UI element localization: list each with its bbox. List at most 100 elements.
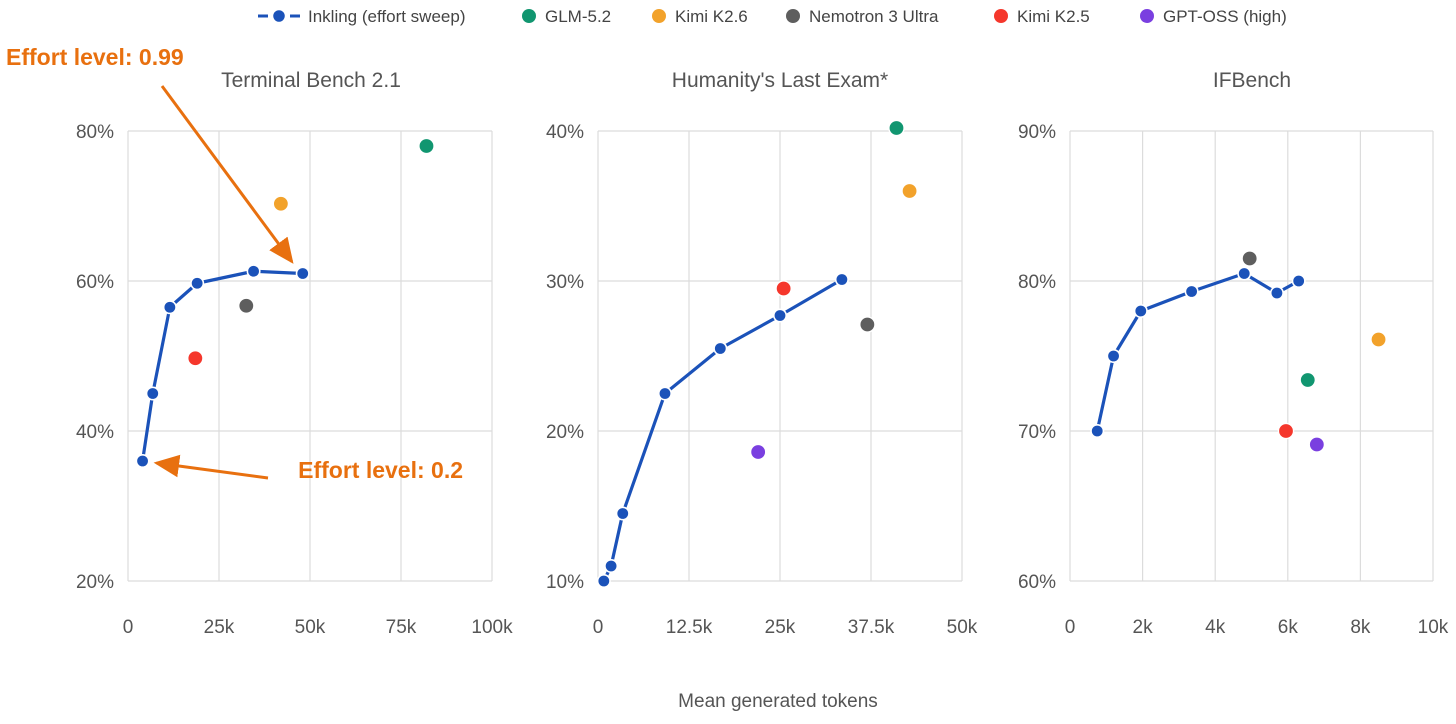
panel-title: IFBench (1213, 69, 1291, 92)
data-point (190, 276, 205, 291)
annotation-label: Effort level: 0.99 (6, 44, 184, 70)
data-point (1291, 273, 1306, 288)
panel-ifbench: IFBench 60% 70% 80% 90% 0 2k 4k 6k 8k 10k (1018, 69, 1449, 638)
annotation-low-effort: Effort level: 0.2 (153, 454, 463, 483)
x-tick-label: 4k (1205, 617, 1226, 638)
data-point (775, 280, 792, 297)
y-tick-label: 60% (76, 272, 114, 293)
series-glm-5-2 (888, 119, 905, 137)
series-line (602, 277, 844, 583)
data-point (187, 349, 204, 367)
legend-label: Inkling (effort sweep) (308, 7, 465, 26)
data-point (713, 341, 728, 356)
legend-marker (994, 9, 1008, 23)
series-kimi-k2-6 (1370, 331, 1387, 348)
data-point (1106, 348, 1121, 363)
series-inkling-effort-sweep (596, 272, 849, 588)
y-tick-label: 90% (1018, 122, 1056, 143)
data-point (615, 506, 630, 521)
data-point (901, 182, 918, 200)
annotation-arrow (153, 454, 269, 480)
chart-panels: Terminal Bench 2.1 20% 40% 60% 80% 0 25k 50k 75k… (76, 69, 1449, 638)
series-nemotron-3-ultra (1241, 250, 1258, 267)
data-point (162, 300, 177, 315)
legend-label: GPT-OSS (high) (1163, 7, 1287, 26)
data-point (596, 573, 611, 588)
panel-title: Humanity's Last Exam* (672, 69, 888, 92)
legend-marker (786, 9, 800, 23)
data-point (1237, 266, 1252, 281)
panel-terminal-bench-2-1: Terminal Bench 2.1 20% 40% 60% 80% 0 25k 50k 75k… (76, 69, 513, 638)
series-nemotron-3-ultra (859, 316, 876, 333)
y-tick-label: 10% (546, 572, 584, 593)
legend-item-nemotron-3-ultra: Nemotron 3 Ultra (786, 7, 939, 26)
series-inkling-effort-sweep (1090, 266, 1306, 438)
legend-marker (652, 9, 666, 23)
data-point (145, 386, 160, 401)
series-glm-5-2 (418, 137, 435, 155)
series-kimi-k2-5 (1277, 422, 1295, 440)
series-nemotron-3-ultra (237, 297, 255, 315)
y-tick-label: 20% (76, 572, 114, 593)
panel-title: Terminal Bench 2.1 (221, 69, 401, 92)
data-point (859, 316, 876, 333)
data-point (418, 137, 435, 155)
y-tick-label: 60% (1018, 572, 1056, 593)
data-point (1299, 371, 1317, 389)
gridlines (1069, 130, 1434, 582)
series-kimi-k2-5 (187, 349, 204, 367)
data-point (1277, 422, 1295, 440)
data-point (246, 264, 261, 279)
series-line (1095, 271, 1301, 433)
legend-item-inkling-effort-sweep: Inkling (effort sweep) (258, 7, 465, 26)
series-gpt-oss-high (1308, 436, 1326, 453)
y-tick-label: 40% (546, 122, 584, 143)
x-tick-label: 100k (471, 617, 513, 638)
data-point (1241, 250, 1258, 267)
legend-label: Nemotron 3 Ultra (809, 7, 939, 26)
panel-humanity-s-last-exam: Humanity's Last Exam* 10% 20% 30% 40% 0 12.5k 2… (546, 69, 978, 638)
data-point (295, 266, 310, 281)
x-tick-label: 50k (947, 617, 978, 638)
gridlines (597, 130, 963, 582)
data-point (888, 119, 905, 137)
series-kimi-k2-6 (901, 182, 918, 200)
data-point (604, 558, 619, 573)
legend-label: GLM-5.2 (545, 7, 611, 26)
x-tick-label: 0 (593, 617, 604, 638)
series-inkling-effort-sweep (135, 264, 310, 468)
data-point (135, 453, 150, 468)
y-tick-label: 20% (546, 422, 584, 443)
series-kimi-k2-6 (272, 195, 290, 213)
legend-item-kimi-k2-5: Kimi K2.5 (994, 7, 1090, 26)
data-point (272, 195, 290, 213)
data-point (237, 297, 255, 315)
x-tick-label: 25k (765, 617, 796, 638)
legend: Inkling (effort sweep) GLM-5.2 Kimi K2.6 Ne… (258, 7, 1287, 26)
annotation-high-effort: Effort level: 0.99 (6, 44, 294, 264)
data-point (772, 308, 787, 323)
series-glm-5-2 (1299, 371, 1317, 389)
x-tick-label: 0 (1065, 617, 1076, 638)
data-point (1308, 436, 1326, 453)
y-tick-label: 30% (546, 272, 584, 293)
data-point (1133, 303, 1148, 318)
legend-label: Kimi K2.5 (1017, 7, 1090, 26)
y-tick-label: 80% (1018, 272, 1056, 293)
legend-item-gpt-oss-high: GPT-OSS (high) (1140, 7, 1287, 26)
series-gpt-oss-high (749, 443, 767, 461)
legend-marker (1140, 9, 1154, 23)
legend-item-kimi-k2-6: Kimi K2.6 (652, 7, 748, 26)
data-point (749, 443, 767, 461)
data-point (1184, 284, 1199, 299)
legend-label: Kimi K2.6 (675, 7, 748, 26)
data-point (1269, 285, 1284, 300)
legend-marker (271, 8, 287, 24)
x-tick-label: 8k (1350, 617, 1371, 638)
data-point (1370, 331, 1387, 348)
x-tick-label: 0 (123, 617, 134, 638)
x-tick-label: 75k (386, 617, 417, 638)
y-tick-label: 40% (76, 422, 114, 443)
legend-marker (522, 9, 536, 23)
